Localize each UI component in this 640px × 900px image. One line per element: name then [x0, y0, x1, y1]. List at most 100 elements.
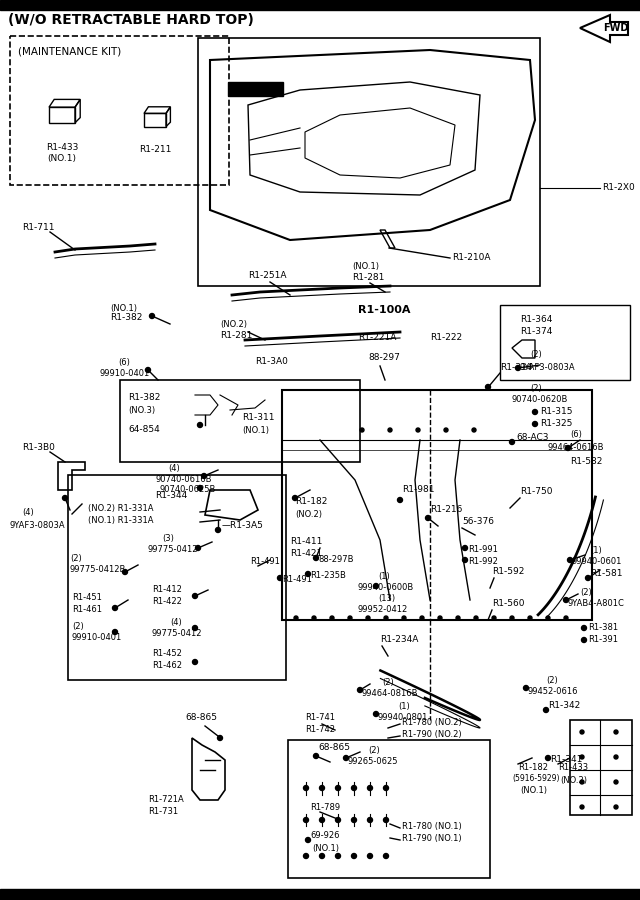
Text: R1-315: R1-315: [540, 408, 573, 417]
Circle shape: [510, 616, 514, 620]
Circle shape: [563, 598, 568, 602]
Circle shape: [528, 616, 532, 620]
Text: R1-412: R1-412: [152, 586, 182, 595]
Circle shape: [367, 853, 372, 859]
Circle shape: [568, 557, 573, 562]
Text: R1-342: R1-342: [548, 701, 580, 710]
Text: R1-992: R1-992: [468, 557, 498, 566]
Text: (NO.2): (NO.2): [220, 320, 247, 329]
Text: R1-234A: R1-234A: [380, 635, 419, 644]
Circle shape: [63, 496, 67, 500]
Bar: [500, 305, 630, 380]
Text: R1-211: R1-211: [139, 146, 171, 155]
Circle shape: [532, 410, 538, 415]
Circle shape: [303, 817, 308, 823]
Circle shape: [582, 637, 586, 643]
Circle shape: [150, 313, 154, 319]
Circle shape: [312, 616, 316, 620]
Circle shape: [330, 616, 334, 620]
Text: (5916-5929): (5916-5929): [512, 775, 559, 784]
Text: R1-216: R1-216: [430, 506, 462, 515]
Circle shape: [305, 838, 310, 842]
Text: R1-721A: R1-721A: [148, 796, 184, 805]
Text: 99452-0616: 99452-0616: [528, 688, 579, 697]
Text: (NO.1) R1-331A: (NO.1) R1-331A: [88, 516, 154, 525]
Text: R1-382: R1-382: [128, 393, 161, 402]
Text: R1-314: R1-314: [500, 364, 532, 373]
Text: 99940-0601: 99940-0601: [572, 557, 622, 566]
Circle shape: [193, 626, 198, 631]
Text: R1-780 (NO.2): R1-780 (NO.2): [402, 717, 461, 726]
Circle shape: [580, 805, 584, 809]
Text: 69-926: 69-926: [310, 832, 339, 841]
Circle shape: [294, 616, 298, 620]
Text: R1-750: R1-750: [520, 488, 552, 497]
Text: R1-3B0: R1-3B0: [22, 444, 55, 453]
Text: (NO.2): (NO.2): [560, 776, 587, 785]
Circle shape: [351, 817, 356, 823]
Text: 88-297B: 88-297B: [318, 555, 353, 564]
Text: (6): (6): [570, 430, 582, 439]
Circle shape: [351, 853, 356, 859]
Circle shape: [614, 730, 618, 734]
Circle shape: [319, 853, 324, 859]
Text: 68-865: 68-865: [185, 714, 217, 723]
Text: R1-364: R1-364: [520, 316, 552, 325]
Circle shape: [582, 626, 586, 631]
Text: R1-731: R1-731: [148, 807, 178, 816]
Text: (2): (2): [530, 350, 541, 359]
Text: 56-376: 56-376: [462, 518, 494, 526]
Text: R1-452: R1-452: [152, 650, 182, 659]
Text: 99775-0412: 99775-0412: [152, 629, 202, 638]
Circle shape: [416, 428, 420, 432]
Circle shape: [319, 817, 324, 823]
Text: (NO.3): (NO.3): [128, 406, 155, 415]
Text: 90740-0620B: 90740-0620B: [512, 395, 568, 404]
Text: R1-325: R1-325: [540, 419, 572, 428]
Circle shape: [374, 583, 378, 589]
Circle shape: [303, 853, 308, 859]
Circle shape: [543, 707, 548, 713]
Circle shape: [292, 496, 298, 500]
Circle shape: [198, 422, 202, 427]
Text: R1-421: R1-421: [290, 550, 323, 559]
Circle shape: [335, 853, 340, 859]
Text: 99265-0625: 99265-0625: [348, 758, 399, 767]
Circle shape: [305, 572, 310, 577]
Text: (NO.1): (NO.1): [110, 303, 137, 312]
Circle shape: [367, 817, 372, 823]
Polygon shape: [580, 15, 628, 42]
Circle shape: [474, 616, 478, 620]
Text: 99940-0801: 99940-0801: [378, 714, 428, 723]
Bar: [570, 720, 632, 815]
FancyBboxPatch shape: [10, 36, 229, 185]
Circle shape: [193, 660, 198, 664]
Circle shape: [545, 755, 550, 760]
Text: R1-422: R1-422: [152, 598, 182, 607]
Circle shape: [314, 753, 319, 759]
Text: R1-344: R1-344: [155, 491, 188, 500]
Text: (2): (2): [72, 622, 84, 631]
Text: (4): (4): [22, 508, 34, 517]
Circle shape: [193, 593, 198, 598]
Text: 9YAF3-0803A: 9YAF3-0803A: [10, 520, 66, 529]
Text: R1-581: R1-581: [590, 570, 623, 579]
Text: R1-100A: R1-100A: [358, 305, 410, 315]
Text: (NO.1): (NO.1): [242, 426, 269, 435]
Circle shape: [614, 755, 618, 759]
Text: 99910-0401: 99910-0401: [72, 634, 122, 643]
Bar: [288, 740, 490, 878]
Text: (W/O RETRACTABLE HARD TOP): (W/O RETRACTABLE HARD TOP): [8, 13, 254, 27]
Text: (13): (13): [378, 593, 395, 602]
Circle shape: [426, 516, 431, 520]
Circle shape: [113, 606, 118, 610]
Circle shape: [580, 730, 584, 734]
Circle shape: [586, 575, 591, 580]
Circle shape: [195, 545, 200, 551]
Text: (MAINTENANCE KIT): (MAINTENANCE KIT): [18, 47, 121, 57]
Text: (1): (1): [378, 572, 390, 580]
Text: (2): (2): [546, 676, 557, 685]
Text: (2): (2): [530, 383, 541, 392]
Text: R1-741: R1-741: [305, 714, 335, 723]
Text: 68-AC3: 68-AC3: [516, 434, 548, 443]
